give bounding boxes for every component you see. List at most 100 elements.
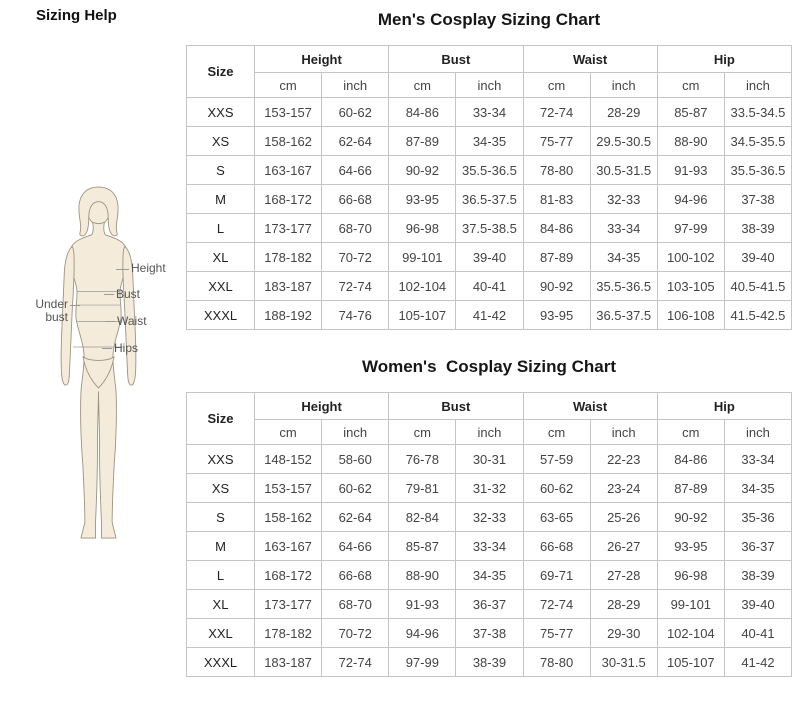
value-cell: 64-66 — [321, 155, 390, 185]
value-cell: 33-34 — [455, 97, 524, 127]
page-title: Sizing Help — [36, 7, 117, 24]
size-cell: XS — [186, 473, 255, 503]
womens-chart-section: Women's Cosplay Sizing Chart Size Height B… — [186, 357, 793, 677]
value-cell: 94-96 — [388, 618, 457, 648]
value-cell: 96-98 — [656, 560, 725, 590]
value-cell: 25-26 — [589, 502, 658, 532]
value-cell: 32-33 — [455, 502, 524, 532]
unit-header-cell: cm — [522, 72, 591, 98]
sizing-tables-area: Men's Cosplay Sizing Chart Size Height Bus… — [186, 10, 793, 677]
womens-chart-title: Women's Cosplay Sizing Chart — [361, 357, 617, 376]
table-row: XXS 153-157 60-62 84-86 33-34 72-74 28-29 85-87… — [186, 97, 793, 127]
mens-sizing-table: Size Height Bust Waist Hip cm inch cm inch cm inch… — [186, 45, 793, 330]
value-cell: 72-74 — [522, 97, 591, 127]
table-row: XXL 178-182 70-72 94-96 37-38 75-77 29-30 102-1… — [186, 618, 793, 648]
unit-header-cell: inch — [589, 72, 658, 98]
value-cell: 28-29 — [589, 97, 658, 127]
value-cell: 99-101 — [656, 589, 725, 619]
size-cell: XXXL — [186, 300, 255, 330]
value-cell: 36-37 — [723, 531, 793, 561]
value-cell: 153-157 — [253, 473, 323, 503]
table-row: M 168-172 66-68 93-95 36.5-37.5 81-83 32-33 94-… — [186, 184, 793, 214]
value-cell: 28-29 — [589, 589, 658, 619]
value-cell: 183-187 — [253, 647, 323, 677]
unit-header-cell: cm — [388, 72, 457, 98]
table-row: XXXL 188-192 74-76 105-107 41-42 93-95 36.5-37… — [186, 300, 793, 330]
value-cell: 72-74 — [522, 589, 591, 619]
value-cell: 32-33 — [589, 184, 658, 214]
value-cell: 93-95 — [522, 300, 591, 330]
header-group-row: Size Height Bust Waist Hip — [186, 45, 793, 98]
value-cell: 94-96 — [656, 184, 725, 214]
value-cell: 41.5-42.5 — [723, 300, 793, 330]
value-cell: 163-167 — [253, 531, 323, 561]
value-cell: 36.5-37.5 — [589, 300, 658, 330]
value-cell: 93-95 — [656, 531, 725, 561]
table-row: M 163-167 64-66 85-87 33-34 66-68 26-27 93-95 36… — [186, 531, 793, 561]
value-cell: 33-34 — [723, 444, 793, 474]
size-cell: XL — [186, 589, 255, 619]
value-cell: 178-182 — [253, 242, 323, 272]
value-cell: 39-40 — [723, 242, 793, 272]
value-cell: 36.5-37.5 — [455, 184, 524, 214]
value-cell: 158-162 — [253, 126, 323, 156]
size-cell: M — [186, 184, 255, 214]
size-cell: XXXL — [186, 647, 255, 677]
group-header-cell: Bust — [388, 392, 524, 420]
value-cell: 60-62 — [321, 97, 390, 127]
value-cell: 31-32 — [455, 473, 524, 503]
value-cell: 33.5-34.5 — [723, 97, 793, 127]
waist-leader-line — [105, 321, 115, 322]
value-cell: 105-107 — [388, 300, 457, 330]
value-cell: 96-98 — [388, 213, 457, 243]
value-cell: 29-30 — [589, 618, 658, 648]
unit-header-cell: inch — [589, 419, 658, 445]
value-cell: 62-64 — [321, 502, 390, 532]
value-cell: 79-81 — [388, 473, 457, 503]
value-cell: 34-35 — [723, 473, 793, 503]
value-cell: 91-93 — [388, 589, 457, 619]
value-cell: 38-39 — [723, 213, 793, 243]
table-row: XS 158-162 62-64 87-89 34-35 75-77 29.5-30.5 88… — [186, 126, 793, 156]
value-cell: 40.5-41.5 — [723, 271, 793, 301]
group-header-cell: Height — [253, 392, 390, 420]
size-cell: XXL — [186, 271, 255, 301]
unit-header-cell: cm — [253, 419, 323, 445]
unit-header-cell: inch — [321, 72, 390, 98]
unit-header-cell: cm — [388, 419, 457, 445]
value-cell: 173-177 — [253, 213, 323, 243]
table-row: XL 173-177 68-70 91-93 36-37 72-74 28-29 99-101… — [186, 589, 793, 619]
hips-label: Hips — [114, 341, 139, 355]
value-cell: 60-62 — [321, 473, 390, 503]
value-cell: 66-68 — [321, 560, 390, 590]
value-cell: 30.5-31.5 — [589, 155, 658, 185]
value-cell: 41-42 — [723, 647, 793, 677]
value-cell: 90-92 — [388, 155, 457, 185]
mens-chart-title: Men's Cosplay Sizing Chart — [377, 10, 601, 29]
table-row: XL 178-182 70-72 99-101 39-40 87-89 34-35 100-1… — [186, 242, 793, 272]
value-cell: 72-74 — [321, 647, 390, 677]
size-cell: S — [186, 502, 255, 532]
group-header-cell: Hip — [656, 45, 793, 73]
value-cell: 62-64 — [321, 126, 390, 156]
group-header-cell: Waist — [522, 392, 658, 420]
value-cell: 84-86 — [522, 213, 591, 243]
header-unit-row: cm inch cm inch cm inch cm inch — [187, 72, 793, 98]
value-cell: 37.5-38.5 — [455, 213, 524, 243]
value-cell: 39-40 — [723, 589, 793, 619]
value-cell: 78-80 — [522, 647, 591, 677]
value-cell: 87-89 — [656, 473, 725, 503]
value-cell: 40-41 — [455, 271, 524, 301]
value-cell: 68-70 — [321, 589, 390, 619]
value-cell: 85-87 — [388, 531, 457, 561]
value-cell: 188-192 — [253, 300, 323, 330]
value-cell: 33-34 — [455, 531, 524, 561]
unit-header-cell: inch — [321, 419, 390, 445]
value-cell: 39-40 — [455, 242, 524, 272]
unit-header-cell: cm — [522, 419, 591, 445]
value-cell: 74-76 — [321, 300, 390, 330]
height-label: Height — [131, 261, 166, 275]
value-cell: 168-172 — [253, 560, 323, 590]
womens-sizing-table: Size Height Bust Waist Hip cm inch cm inch cm inch… — [186, 392, 793, 677]
